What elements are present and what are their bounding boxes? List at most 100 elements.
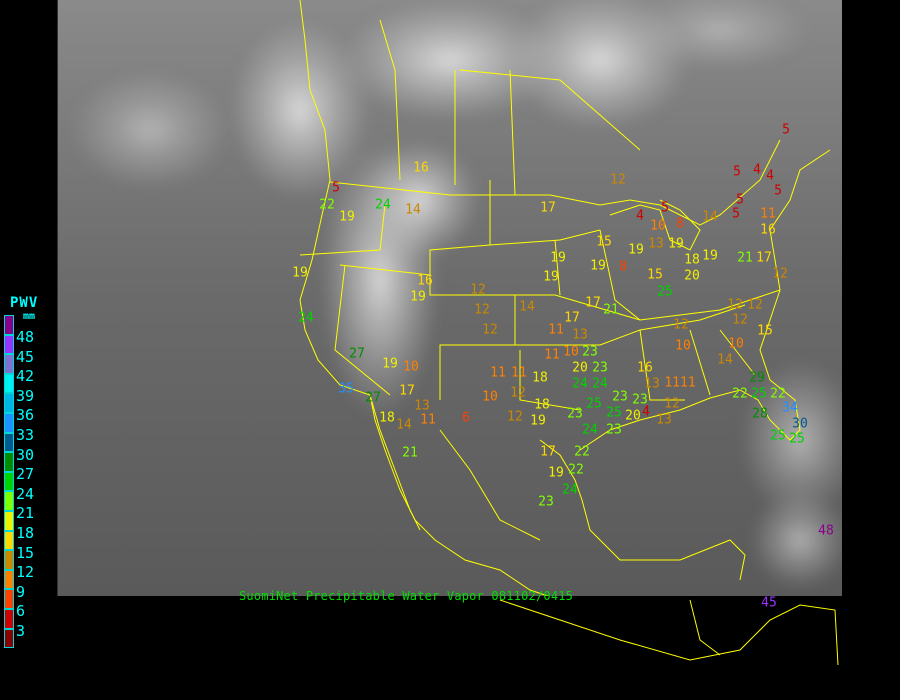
gulf-coast-north bbox=[579, 149, 831, 451]
station-pwv-label: 28 bbox=[752, 406, 768, 422]
legend-label: 9 bbox=[16, 582, 26, 601]
station-pwv-label: 5 bbox=[782, 122, 790, 138]
station-pwv-label: 29 bbox=[749, 370, 765, 386]
station-pwv-label: 4 bbox=[636, 208, 644, 224]
station-pwv-label: 14 bbox=[396, 417, 412, 433]
station-pwv-label: 16 bbox=[637, 360, 653, 376]
station-pwv-label: 22 bbox=[574, 444, 590, 460]
station-pwv-label: 13 bbox=[648, 236, 664, 252]
legend-label: 30 bbox=[16, 445, 35, 464]
station-pwv-label: 13 bbox=[414, 398, 430, 414]
station-pwv-label: 14 bbox=[702, 209, 718, 225]
legend-swatch bbox=[4, 452, 14, 472]
station-pwv-label: 12 bbox=[510, 385, 526, 401]
legend-label: 33 bbox=[16, 426, 35, 444]
station-pwv-label: 11 bbox=[548, 322, 564, 338]
station-pwv-label: 23 bbox=[632, 392, 648, 408]
station-pwv-label: 12 bbox=[732, 312, 748, 328]
station-pwv-label: 25 bbox=[751, 386, 767, 402]
station-pwv-label: 19 bbox=[550, 250, 566, 266]
state-line bbox=[519, 350, 581, 411]
station-pwv-label: 21 bbox=[603, 302, 619, 318]
legend-label: 39 bbox=[16, 386, 35, 405]
legend-label: 48 bbox=[16, 328, 35, 346]
station-pwv-label: 22 bbox=[770, 386, 786, 402]
legend-swatch bbox=[4, 569, 14, 590]
political-borders bbox=[299, 0, 839, 661]
station-pwv-label: 6 bbox=[462, 410, 470, 426]
station-pwv-label: 10 bbox=[650, 218, 666, 234]
state-line bbox=[489, 180, 601, 246]
station-pwv-label: 18 bbox=[532, 370, 548, 386]
station-pwv-label: 22 bbox=[319, 197, 335, 213]
station-pwv-label: 10 bbox=[675, 338, 691, 354]
station-pwv-label: 19 bbox=[292, 265, 308, 281]
station-pwv-label: 15 bbox=[596, 234, 612, 250]
legend-swatch bbox=[4, 530, 14, 551]
station-pwv-label: 8 bbox=[676, 216, 684, 232]
state-line bbox=[554, 239, 561, 296]
station-pwv-label: 4 bbox=[642, 404, 650, 420]
color-legend bbox=[4, 315, 14, 649]
station-pwv-label: 13 bbox=[656, 412, 672, 428]
station-pwv-label: 11 bbox=[490, 365, 506, 381]
canada-province-line bbox=[379, 19, 401, 181]
state-line bbox=[459, 69, 641, 151]
legend-swatch bbox=[4, 589, 14, 609]
station-pwv-label: 24 bbox=[298, 310, 314, 326]
us-canada-border bbox=[329, 139, 781, 226]
legend-swatch bbox=[4, 510, 14, 531]
station-pwv-label: 12 bbox=[507, 409, 523, 425]
legend-label: 12 bbox=[16, 563, 35, 582]
station-pwv-label: 20 bbox=[625, 408, 641, 424]
mexico-state-line bbox=[439, 429, 541, 541]
legend-swatch bbox=[4, 491, 14, 511]
state-line bbox=[334, 264, 391, 396]
station-pwv-label: 19 bbox=[548, 465, 564, 481]
station-pwv-label: 10 bbox=[482, 389, 498, 405]
station-pwv-label: 1111 bbox=[664, 375, 696, 391]
baja-peninsula bbox=[369, 394, 421, 531]
station-pwv-label: 13 bbox=[572, 327, 588, 343]
station-pwv-label: 23 bbox=[538, 494, 554, 510]
station-pwv-label: 17 bbox=[585, 295, 601, 311]
station-pwv-label: 12 bbox=[727, 297, 743, 313]
southern-mexico-borders bbox=[499, 599, 839, 666]
legend-label: 15 bbox=[16, 543, 35, 562]
legend-swatch bbox=[4, 393, 14, 413]
station-pwv-label: 12 bbox=[482, 322, 498, 338]
station-pwv-label: 12 bbox=[772, 266, 788, 282]
legend-label: 27 bbox=[16, 465, 35, 484]
station-pwv-label: 27 bbox=[365, 390, 381, 406]
station-pwv-label: 23 bbox=[592, 360, 608, 376]
station-pwv-label: 16 bbox=[760, 222, 776, 238]
station-pwv-label: 10 bbox=[728, 336, 744, 352]
station-pwv-label: 22 bbox=[732, 386, 748, 402]
state-line bbox=[639, 329, 685, 401]
station-pwv-label: 14 bbox=[405, 202, 421, 218]
station-pwv-label: 18 bbox=[379, 410, 395, 426]
station-pwv-label: 18 bbox=[684, 252, 700, 268]
station-pwv-label: 19 bbox=[590, 258, 606, 274]
station-pwv-label: 21 bbox=[737, 250, 753, 266]
legend-label: 42 bbox=[16, 367, 35, 386]
station-pwv-label: 25 bbox=[789, 431, 805, 447]
station-pwv-label: 25 bbox=[606, 405, 622, 421]
station-pwv-label: 5 bbox=[732, 206, 740, 222]
station-pwv-label: 19 bbox=[543, 269, 559, 285]
state-line bbox=[299, 204, 386, 256]
station-pwv-label: 23 bbox=[567, 406, 583, 422]
legend-label: 24 bbox=[16, 484, 35, 503]
canada-province-line bbox=[509, 69, 516, 196]
station-pwv-label: 14 bbox=[717, 352, 733, 368]
station-pwv-label: 19 bbox=[530, 413, 546, 429]
station-pwv-label: 17 bbox=[756, 250, 772, 266]
station-pwv-label: 24 bbox=[582, 422, 598, 438]
station-pwv-label: 12 bbox=[747, 297, 763, 313]
legend-label: 21 bbox=[16, 504, 35, 523]
station-pwv-label: 11 bbox=[760, 206, 776, 222]
legend-swatch bbox=[4, 354, 14, 374]
station-pwv-label: 4 bbox=[753, 162, 761, 178]
station-pwv-label: 4 bbox=[766, 168, 774, 184]
legend-swatch bbox=[4, 432, 14, 453]
